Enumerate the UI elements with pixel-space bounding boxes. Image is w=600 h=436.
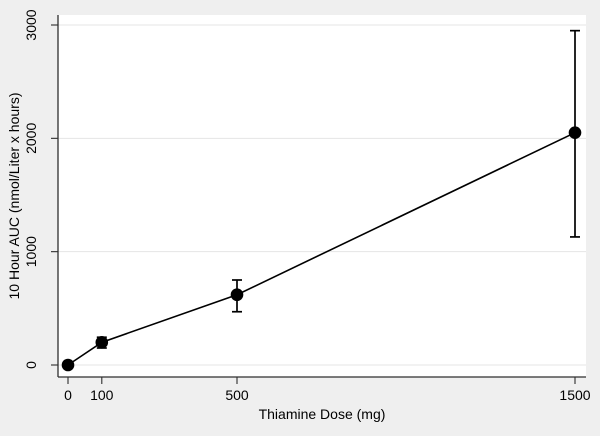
y-tick-label: 0: [23, 361, 39, 369]
data-point: [568, 126, 582, 139]
x-tick-label: 100: [90, 387, 114, 403]
x-axis-title: Thiamine Dose (mg): [258, 406, 386, 422]
plot-area: [58, 15, 586, 377]
x-tick-label: 500: [225, 387, 249, 403]
data-point: [95, 336, 109, 349]
data-point: [230, 288, 244, 302]
y-tick-label: 2000: [23, 123, 39, 154]
x-tick-label: 0: [64, 387, 72, 403]
x-tick-label: 1500: [559, 387, 590, 403]
y-axis-title: 10 Hour AUC (nmol/Liter x hours): [6, 92, 22, 300]
y-tick-label: 1000: [23, 236, 39, 267]
y-tick-label: 3000: [23, 9, 39, 40]
data-line: [67, 131, 576, 366]
data-point: [61, 358, 75, 372]
